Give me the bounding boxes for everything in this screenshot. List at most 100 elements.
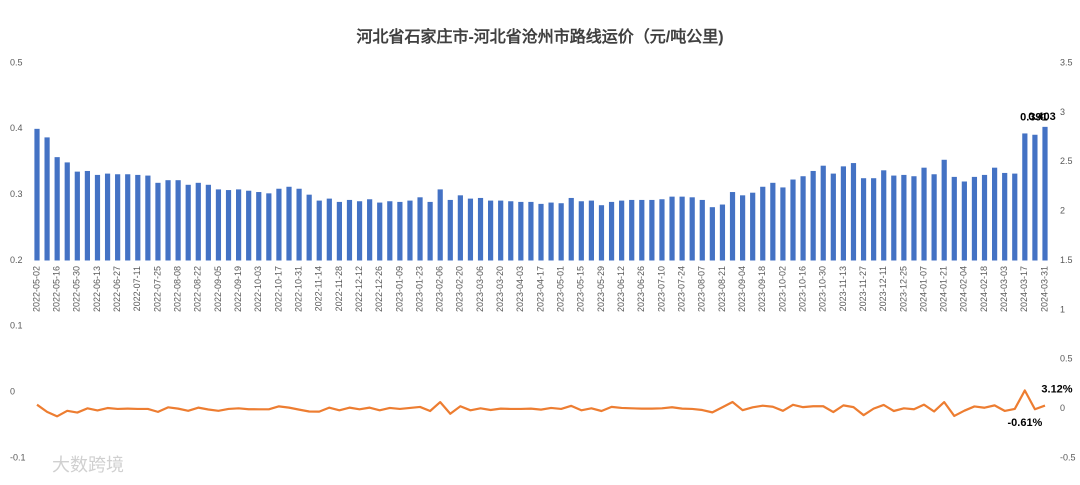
bar [94,174,101,261]
x-tick-label: 2024-02-18 [979,266,989,312]
x-tick-label: 2023-05-29 [596,266,606,312]
bar [104,173,111,261]
bar [256,192,262,261]
bar [719,204,726,261]
y-tick-label: 0 [10,387,15,397]
y-tick-label: -0.1 [10,452,26,462]
x-tick-label: 2023-01-09 [394,266,404,312]
line [36,389,1046,418]
bar [588,200,594,261]
bar [508,201,514,261]
x-tick-label: 2023-11-13 [838,266,848,311]
bar [780,187,786,261]
bar [266,193,272,261]
bar [135,174,141,261]
bar [921,167,927,261]
x-tick-label: 2022-10-17 [273,266,283,312]
bar [488,200,494,261]
bar [316,200,322,261]
bar [195,182,201,261]
bar [649,199,655,261]
x-tick-label: 2022-05-02 [31,266,41,312]
x-tick-label: 2023-08-21 [717,266,727,312]
bar [477,197,484,261]
x-tick-label: 2022-08-22 [193,266,203,312]
x-tick-label: 2023-08-07 [697,266,707,312]
x-tick-label: 2024-03-17 [1019,266,1029,312]
x-tick-label: 2022-08-08 [172,266,182,312]
y-tick-label: 0.4 [10,123,23,133]
x-tick-label: 2023-05-15 [576,266,586,312]
bar [992,167,998,261]
bar [548,202,554,261]
bar [679,196,685,261]
bar [1012,173,1018,261]
bar [1032,134,1038,261]
bar [34,128,40,261]
y-tick-label: 0.1 [10,321,23,331]
bar [447,199,453,261]
bar [598,205,605,261]
y2-tick-label: 2.5 [1060,156,1073,166]
bar [971,176,978,261]
x-tick-label: 2023-03-06 [475,266,485,312]
bar [840,166,846,261]
bar [467,198,474,261]
bar [498,200,504,261]
y2-tick-label: 3 [1060,107,1065,117]
bar [891,175,897,261]
bar [629,199,635,261]
x-tick-label: 2024-03-03 [999,266,1009,312]
bar [689,197,695,261]
x-tick-label: 2023-05-01 [556,266,566,312]
bar [568,197,574,261]
x-tick-label: 2023-11-27 [858,266,868,311]
x-tick-label: 2022-11-14 [314,266,324,311]
x-tick-label: 2023-04-03 [515,266,525,312]
bar-value-label: 0.391 [1020,112,1048,124]
x-tick-label: 2023-06-12 [616,266,626,312]
bar [367,199,373,261]
bar [64,162,70,261]
x-tick-label: 2022-09-05 [213,266,223,312]
bar [619,200,625,261]
bar [215,189,222,261]
bar [850,163,857,261]
y2-tick-label: -0.5 [1060,452,1076,462]
x-tick-label: 2022-09-19 [233,266,243,312]
bar [356,201,363,261]
x-tick-label: 2023-06-26 [636,266,646,312]
bar [387,201,393,261]
bar [74,171,80,261]
x-tick-label: 2022-05-30 [72,266,82,312]
x-tick-label: 2023-01-23 [414,266,424,312]
watermark: 大数跨境 [52,455,124,475]
bar [871,178,877,261]
bar-value-label: 0.403 [1028,111,1056,123]
bar [729,192,736,261]
bar [115,174,121,261]
bar [810,170,816,261]
x-tick-label: 2023-02-06 [435,266,445,312]
bar [54,157,60,261]
x-tick-label: 2022-10-03 [253,266,263,312]
x-tick-label: 2022-12-26 [374,266,384,312]
bar [346,199,353,261]
line-value-label: 3.12% [1041,383,1072,395]
bar [336,201,342,261]
bar [165,180,171,261]
bar [941,159,947,261]
x-tick-label: 2022-10-31 [293,266,303,312]
bar [659,199,665,261]
y-tick-label: 0.3 [10,189,23,199]
bar [760,186,766,261]
bar [225,190,232,261]
bar [578,201,584,261]
bar [709,207,715,261]
y2-tick-label: 0.5 [1060,354,1073,364]
y2-tick-label: 1 [1060,304,1065,314]
bar [457,195,463,261]
bar [377,202,383,261]
bar [1042,126,1048,261]
bar [175,180,181,261]
